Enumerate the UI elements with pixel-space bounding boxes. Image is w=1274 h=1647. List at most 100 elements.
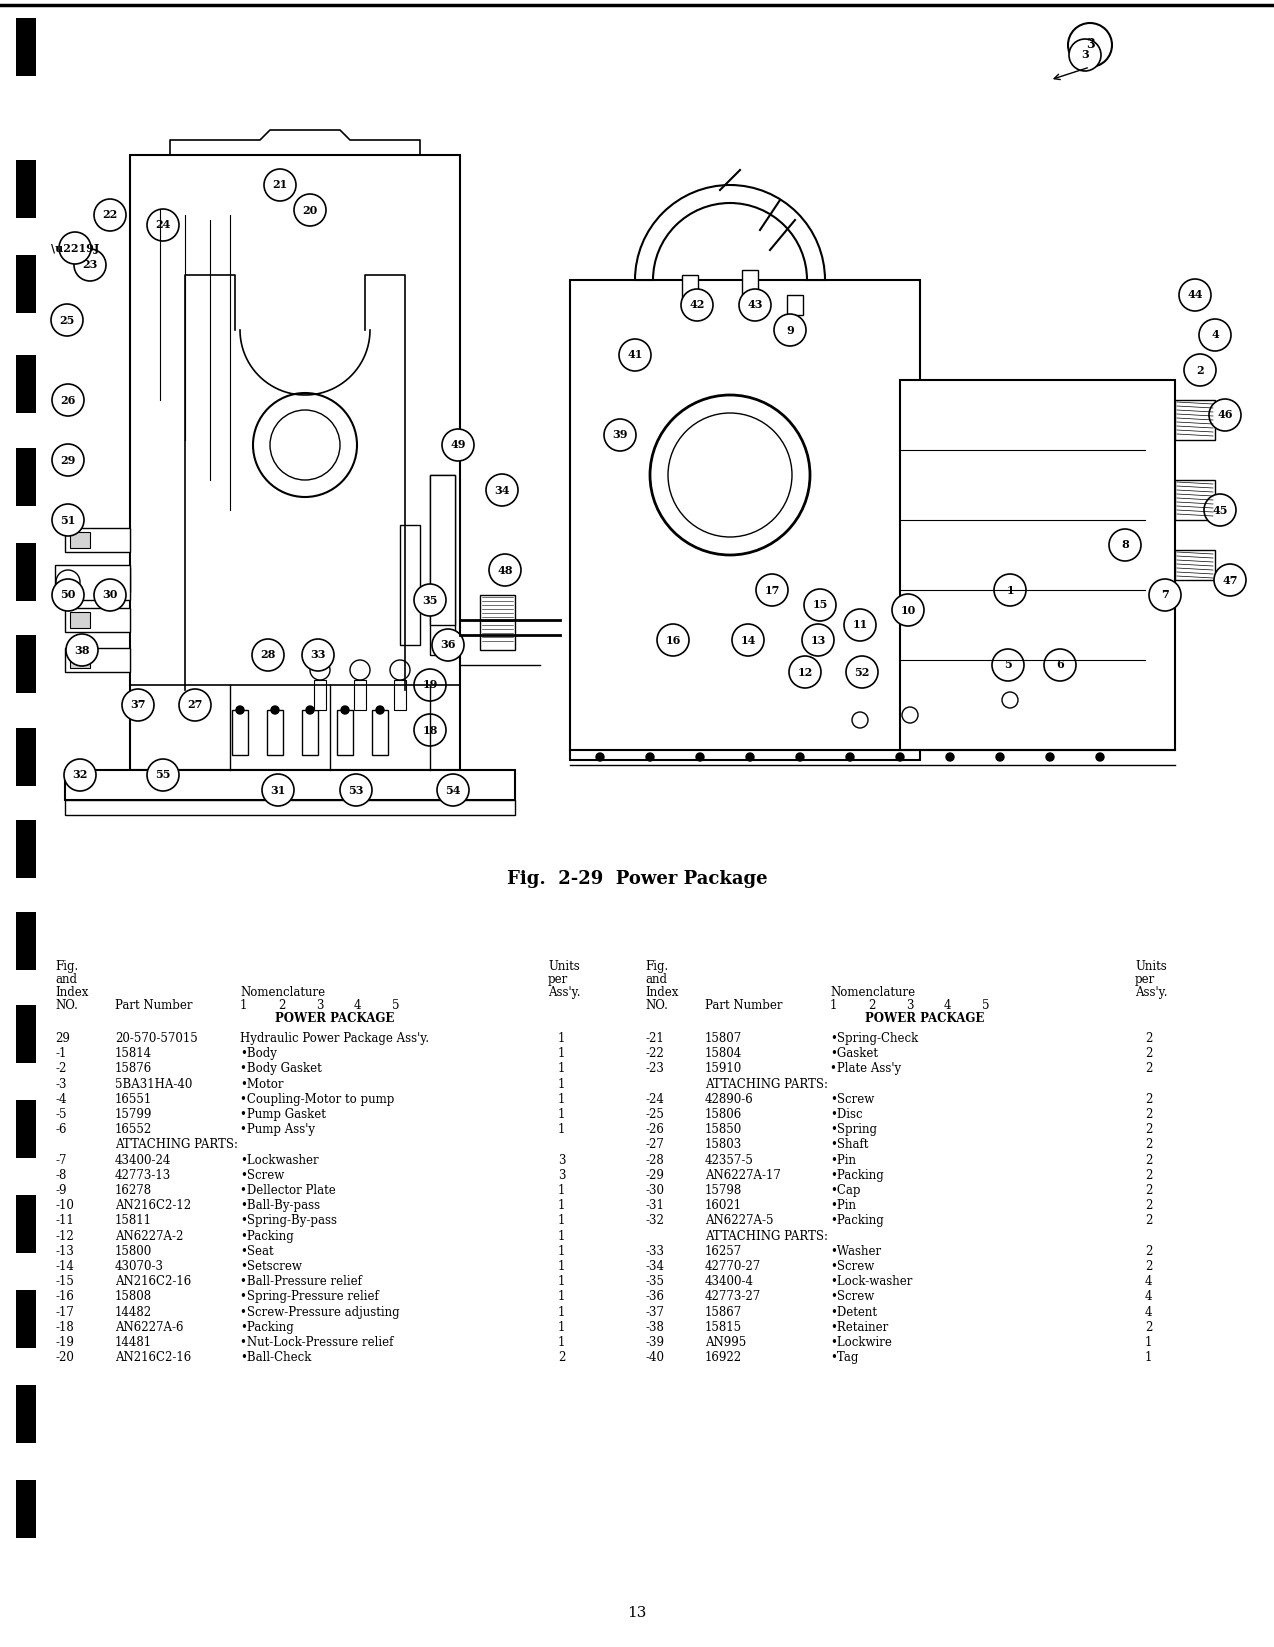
Circle shape [489,553,521,586]
Text: ATTACHING PARTS:: ATTACHING PARTS: [115,1138,238,1151]
Text: •Screw: •Screw [829,1290,874,1303]
Text: 1: 1 [558,1290,566,1303]
Text: Nomenclature: Nomenclature [829,987,915,1000]
Text: •Detent: •Detent [829,1306,877,1319]
Text: •Body: •Body [240,1047,276,1061]
Bar [17,1290,36,1347]
Text: 1: 1 [558,1062,566,1075]
Circle shape [843,609,877,641]
Bar [17,356,36,413]
Text: -5: -5 [55,1108,66,1122]
Text: NO.: NO. [55,1000,78,1011]
Circle shape [59,232,90,264]
Text: -19: -19 [55,1336,74,1349]
Circle shape [739,288,771,321]
Text: -40: -40 [645,1351,664,1364]
Text: 46: 46 [1217,410,1233,420]
Text: POWER PACKAGE: POWER PACKAGE [275,1011,395,1024]
Text: 4: 4 [1145,1306,1153,1319]
Text: -12: -12 [55,1230,74,1242]
Text: •Tag: •Tag [829,1351,859,1364]
Text: 1: 1 [1006,585,1014,596]
Circle shape [796,753,804,761]
Text: •Screw: •Screw [829,1260,874,1273]
Circle shape [896,753,905,761]
Text: Ass'y.: Ass'y. [1135,987,1167,1000]
Text: NO.: NO. [645,1000,668,1011]
Text: 1: 1 [1145,1351,1153,1364]
Circle shape [994,575,1026,606]
Text: 15811: 15811 [115,1214,152,1227]
Circle shape [66,634,98,665]
Bar [17,255,36,313]
Text: 2: 2 [1145,1033,1153,1044]
Text: •Seat: •Seat [240,1245,274,1258]
Text: 1: 1 [240,1000,247,1011]
Text: AN216C2-16: AN216C2-16 [115,1351,191,1364]
Text: AN6227A-2: AN6227A-2 [115,1230,183,1242]
Text: -25: -25 [645,1108,664,1122]
Text: 36: 36 [441,639,456,651]
Text: 2: 2 [1145,1094,1153,1105]
Bar [400,525,420,646]
Circle shape [147,209,180,240]
Text: 1: 1 [558,1230,566,1242]
Bar [787,295,803,315]
Text: 42773-27: 42773-27 [705,1290,762,1303]
Text: 15867: 15867 [705,1306,743,1319]
Text: •Ball-Check: •Ball-Check [240,1351,311,1364]
Text: Fig.  2-29  Power Package: Fig. 2-29 Power Package [507,870,767,888]
Text: Units: Units [1135,960,1167,973]
Text: 51: 51 [60,514,75,525]
Text: -16: -16 [55,1290,74,1303]
Text: 1: 1 [558,1123,566,1136]
Text: 1: 1 [558,1336,566,1349]
Bar [17,544,36,601]
Text: -35: -35 [645,1275,664,1288]
Bar [17,1385,36,1443]
Text: 28: 28 [260,649,275,660]
Text: 10: 10 [901,604,916,616]
Text: 43: 43 [748,300,763,311]
Text: 15876: 15876 [115,1062,153,1075]
Bar [17,820,36,878]
Text: 15808: 15808 [115,1290,152,1303]
Text: 14481: 14481 [115,1336,152,1349]
Text: •Body Gasket: •Body Gasket [240,1062,322,1075]
Circle shape [94,580,126,611]
Bar [17,1196,36,1253]
Circle shape [74,249,106,282]
Text: •Screw: •Screw [829,1094,874,1105]
Circle shape [947,753,954,761]
Text: 32: 32 [73,769,88,781]
Text: -6: -6 [55,1123,66,1136]
Circle shape [1204,494,1236,525]
Text: 18: 18 [422,725,438,736]
Text: Fig.: Fig. [55,960,78,973]
Text: -30: -30 [645,1184,664,1197]
Text: 8: 8 [1121,540,1129,550]
Text: •Washer: •Washer [829,1245,882,1258]
Text: 31: 31 [270,784,285,796]
Text: 1: 1 [558,1321,566,1334]
Text: 43070-3: 43070-3 [115,1260,164,1273]
Text: 1: 1 [1145,1336,1153,1349]
Text: 1: 1 [558,1094,566,1105]
Text: 37: 37 [130,700,145,710]
Text: 24: 24 [155,219,171,231]
Bar [55,565,130,600]
Text: -17: -17 [55,1306,74,1319]
Text: 4: 4 [944,1000,952,1011]
Text: 2: 2 [1145,1062,1153,1075]
Wedge shape [634,184,826,280]
Text: •Coupling-Motor to pump: •Coupling-Motor to pump [240,1094,395,1105]
Text: 4: 4 [1145,1290,1153,1303]
Text: 4: 4 [354,1000,362,1011]
Circle shape [437,774,469,805]
Text: 2: 2 [1145,1184,1153,1197]
Text: 15814: 15814 [115,1047,152,1061]
Text: 15806: 15806 [705,1108,743,1122]
Circle shape [1214,563,1246,596]
Text: •Pump Ass'y: •Pump Ass'y [240,1123,315,1136]
Text: 15803: 15803 [705,1138,743,1151]
